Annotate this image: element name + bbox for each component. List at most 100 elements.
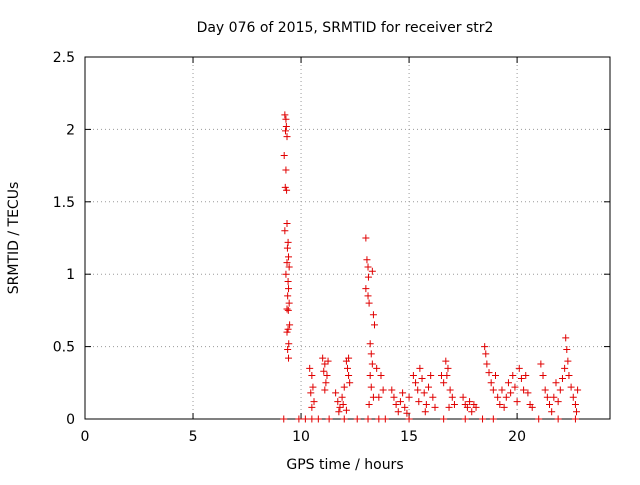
data-point [388, 386, 396, 394]
data-point [308, 415, 316, 423]
data-point [310, 398, 318, 406]
data-point [336, 403, 344, 411]
data-point [425, 383, 433, 391]
data-point [369, 311, 377, 319]
data-point [443, 372, 451, 380]
data-point [284, 325, 292, 333]
data-point [338, 393, 346, 401]
data-point [440, 379, 448, 387]
data-point [546, 401, 554, 409]
data-point [556, 386, 564, 394]
data-point [342, 406, 350, 414]
data-point [535, 415, 543, 423]
data-point [450, 401, 458, 409]
data-point [561, 364, 569, 372]
data-point [281, 127, 289, 135]
data-point [491, 372, 499, 380]
data-point [345, 354, 353, 362]
data-point [280, 151, 288, 159]
data-point [344, 364, 351, 372]
data-point [482, 350, 490, 358]
data-point [364, 273, 372, 281]
data-point [550, 393, 558, 401]
data-point [427, 372, 435, 380]
data-point [445, 403, 453, 411]
data-point [321, 386, 329, 394]
plot-frame [84, 56, 611, 420]
data-point [283, 186, 291, 194]
data-point [340, 383, 348, 391]
data-point [375, 393, 383, 401]
data-point [565, 372, 573, 380]
data-point [392, 401, 400, 409]
chart-title: Day 076 of 2015, SRMTID for receiver str… [197, 20, 494, 36]
data-point [522, 372, 530, 380]
data-point [552, 379, 560, 387]
data-point [368, 360, 376, 368]
data-point [442, 357, 450, 365]
data-point [366, 340, 374, 348]
data-point [405, 393, 413, 401]
data-point [284, 292, 292, 300]
data-point [412, 379, 420, 387]
data-point [418, 374, 426, 382]
x-tick-label: 0 [81, 429, 90, 445]
data-point [364, 292, 372, 300]
data-point [511, 383, 519, 391]
data-point [416, 364, 424, 372]
data-point [379, 386, 387, 394]
data-point [285, 354, 293, 362]
data-point [282, 123, 290, 131]
grid-layer [85, 57, 610, 419]
data-point [554, 398, 562, 406]
data-point [401, 403, 409, 411]
data-point [543, 393, 551, 401]
data-point [283, 259, 291, 267]
data-point [363, 256, 371, 264]
data-point [365, 401, 373, 409]
tick-layer: 0 5 10 15 20 0 0.5 1 1.5 2 2.5 [53, 50, 610, 445]
data-point [466, 398, 474, 406]
data-point [405, 415, 413, 423]
data-point [320, 367, 328, 375]
data-point [571, 415, 579, 423]
data-point [284, 306, 292, 314]
data-point [440, 415, 448, 423]
data-point [489, 415, 497, 423]
data-point [368, 267, 376, 275]
data-point [461, 415, 469, 423]
data-point [564, 357, 572, 365]
data-point [513, 398, 521, 406]
data-point [322, 379, 330, 387]
data-point [409, 372, 417, 380]
data-point [364, 263, 372, 271]
data-point [562, 334, 570, 342]
data-point [324, 357, 332, 365]
data-point [573, 408, 581, 416]
y-tick-label: 1.5 [53, 195, 75, 211]
data-point [308, 403, 316, 411]
data-point [283, 305, 291, 313]
data-point [319, 354, 327, 362]
data-point [306, 364, 314, 372]
data-point [500, 403, 508, 411]
data-point [515, 364, 523, 372]
data-point [377, 372, 385, 380]
data-point [345, 372, 353, 380]
data-point [524, 389, 532, 397]
y-tick-label: 0 [66, 412, 75, 428]
data-point [569, 393, 577, 401]
data-point [286, 321, 294, 329]
data-point [295, 415, 303, 423]
data-point [362, 285, 370, 293]
data-point [284, 277, 292, 285]
data-point [415, 398, 423, 406]
data-point [283, 220, 291, 228]
data-point [483, 360, 491, 368]
data-point [314, 415, 322, 423]
data-point [396, 398, 404, 406]
data-point [574, 386, 582, 394]
data-point [446, 386, 454, 394]
data-point [283, 133, 291, 141]
